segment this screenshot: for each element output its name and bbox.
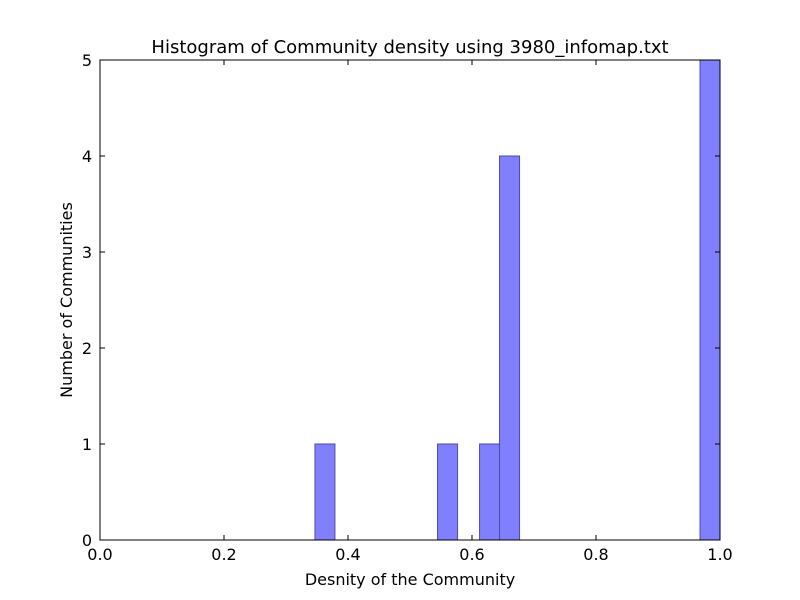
x-tick-label-4: 0.8 <box>583 545 608 564</box>
y-tick-label-1: 1 <box>82 435 92 454</box>
x-tick-label-2: 0.4 <box>335 545 360 564</box>
x-axis-label: Desnity of the Community <box>305 570 515 589</box>
y-tick-label-3: 3 <box>82 243 92 262</box>
x-axis-ticks: 0.0 0.2 0.4 0.6 0.8 1.0 <box>87 60 733 564</box>
y-tick-label-2: 2 <box>82 339 92 358</box>
y-axis-ticks: 0 1 2 3 4 5 <box>82 51 720 550</box>
x-tick-label-5: 1.0 <box>707 545 732 564</box>
histogram-bar-2 <box>479 443 501 541</box>
histogram-bar-0 <box>314 443 336 541</box>
chart-title: Histogram of Community density using 398… <box>151 37 668 58</box>
histogram-bar-1 <box>437 443 459 541</box>
x-tick-label-3: 0.6 <box>459 545 484 564</box>
histogram-bar-4 <box>699 59 721 541</box>
x-tick-label-0: 0.0 <box>87 545 112 564</box>
x-tick-label-1: 0.2 <box>211 545 236 564</box>
y-tick-label-5: 5 <box>82 51 92 70</box>
y-tick-label-4: 4 <box>82 147 92 166</box>
y-axis-label: Number of Communities <box>57 202 76 398</box>
bars-group <box>314 59 721 541</box>
y-tick-label-0: 0 <box>82 531 92 550</box>
histogram-bar-3 <box>499 155 521 541</box>
plot-frame <box>99 59 721 541</box>
